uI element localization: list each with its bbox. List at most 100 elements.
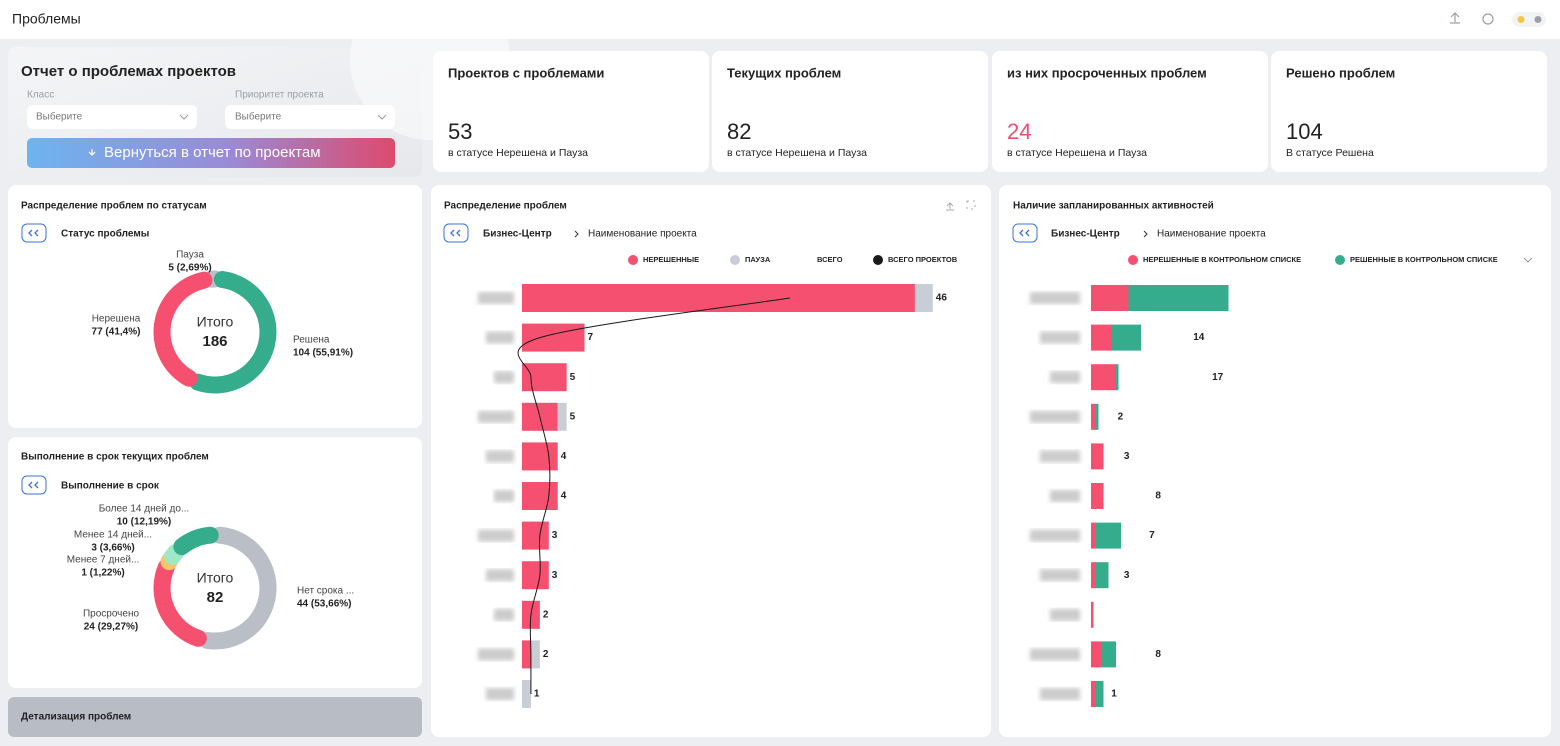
legend-label: НЕРЕШЕННЫЕ В КОНТРОЛЬНОМ СПИСКЕ: [1143, 255, 1301, 264]
blurred-label: [486, 331, 514, 344]
projects-line: [517, 297, 790, 694]
total-label: 7: [588, 332, 594, 343]
legend-label: ВСЕГО ПРОЕКТОВ: [888, 255, 958, 264]
bar-segment: [522, 482, 558, 510]
report-title: Отчет о проблемах проектов: [21, 63, 236, 80]
theme-toggle[interactable]: [1512, 12, 1546, 27]
data-label: 2: [1118, 411, 1124, 422]
filter-select[interactable]: [225, 105, 395, 129]
kpi-note: в статусе Нерешена и Пауза: [1007, 147, 1147, 159]
page-title: Проблемы: [12, 11, 81, 27]
arrow-icon: [88, 149, 96, 156]
blurred-label: [1040, 569, 1080, 582]
bar-segment: [1091, 443, 1104, 470]
bar-segment: [1091, 403, 1096, 430]
details-card[interactable]: [8, 697, 422, 737]
bar-segment: [1101, 641, 1116, 668]
bar-segment: [1128, 285, 1229, 311]
activity-card: [999, 185, 1551, 737]
legend-label: РЕШЕННЫЕ В КОНТРОЛЬНОМ СПИСКЕ: [1350, 255, 1498, 264]
legend-label: ПАУЗА: [745, 255, 771, 264]
back-icon: [1019, 229, 1030, 237]
chart-title: Распределение проблем: [444, 200, 567, 212]
donut-segment: [153, 271, 213, 387]
kpi-value: 53: [448, 119, 472, 144]
bar-segment: [1091, 641, 1101, 668]
segment-name: Более 14 дней до...: [99, 504, 190, 515]
blurred-label: [494, 490, 514, 502]
back-icon-button[interactable]: [443, 223, 469, 243]
blurred-label: [1050, 371, 1080, 384]
bar-segment: [1096, 522, 1121, 549]
donut-segment: [173, 526, 219, 556]
kpi-title: Текущих проблем: [727, 65, 841, 80]
bar-segment: [522, 442, 558, 471]
segment-name: Нет срока ...: [297, 586, 354, 597]
blurred-label: [1050, 608, 1080, 621]
bar-segment: [1111, 324, 1141, 351]
export-icon[interactable]: [946, 202, 954, 211]
segment-value: 1 (1,22%): [81, 568, 124, 579]
segment-value: 5 (2,69%): [168, 263, 211, 274]
back-icon-button[interactable]: [1012, 223, 1038, 243]
legend-label: НЕРЕШЕННЫЕ: [643, 255, 699, 264]
dimension: Статус проблемы: [61, 228, 149, 240]
back-icon-button[interactable]: [21, 223, 47, 243]
bar-segment: [1091, 601, 1094, 628]
segment-name: Решена: [293, 335, 330, 346]
segment-value: 77 (41,4%): [92, 327, 141, 338]
deadline-card: [8, 437, 422, 688]
filter-label: Приоритет проекта: [235, 90, 324, 101]
segment-name: Пауза: [176, 250, 204, 261]
kpi-card: [433, 51, 709, 172]
center-label: Итого: [197, 314, 234, 330]
donut-segment: [153, 558, 207, 647]
kpi-value: 104: [1286, 119, 1323, 144]
back-button[interactable]: [27, 138, 395, 168]
total-label: 4: [561, 491, 567, 502]
total-label: 2: [543, 609, 549, 620]
bar-segment: [1096, 681, 1104, 707]
chart-title: Распределение проблем по статусам: [21, 200, 207, 212]
dimension: Выполнение в срок: [61, 481, 160, 492]
bar-segment: [557, 402, 567, 431]
bar-segment: [1091, 364, 1116, 391]
bar-segment: [530, 640, 540, 669]
blurred-label: [1030, 292, 1080, 304]
total-label: 3: [552, 570, 558, 581]
chevron: [377, 114, 387, 120]
back-icon-button[interactable]: [21, 475, 47, 495]
breadcrumb: Бизнес-Центр: [483, 229, 552, 240]
segment-value: 10 (12,19%): [117, 517, 171, 528]
bar-segment: [1091, 324, 1111, 351]
blurred-label: [478, 648, 514, 661]
chevron[interactable]: [1523, 257, 1533, 263]
legend-label: ВСЕГО: [817, 255, 843, 264]
breadcrumb: Бизнес-Центр: [1051, 229, 1120, 240]
bar-segment: [522, 323, 585, 352]
details-title: Детализация проблем: [21, 711, 131, 723]
bar-segment: [1091, 562, 1096, 589]
chart-title: Выполнение в срок текущих проблем: [21, 451, 209, 463]
bar-segment: [522, 640, 531, 669]
kpi-note: в статусе Нерешена и Пауза: [727, 147, 867, 159]
filter-label: Класс: [27, 90, 54, 101]
filter-select[interactable]: [27, 105, 197, 129]
filter-placeholder: Выберите: [36, 111, 83, 123]
expand-icon[interactable]: [966, 200, 976, 210]
blurred-label: [1040, 331, 1080, 344]
data-label: 1: [1111, 689, 1117, 700]
export-icon[interactable]: [1450, 12, 1460, 24]
blurred-label: [1030, 529, 1080, 542]
total-label: 3: [552, 530, 558, 541]
kpi-note: В статусе Решена: [1286, 147, 1374, 159]
bar-card: [431, 185, 991, 737]
segment-name: Менее 7 дней...: [67, 555, 140, 566]
breadcrumb: Наименование проекта: [588, 229, 697, 240]
history-icon[interactable]: [1482, 13, 1494, 25]
data-label: 3: [1124, 451, 1130, 462]
bar-segment: [522, 680, 531, 708]
back-icon: [28, 229, 39, 237]
legend-swatch: [628, 255, 638, 265]
